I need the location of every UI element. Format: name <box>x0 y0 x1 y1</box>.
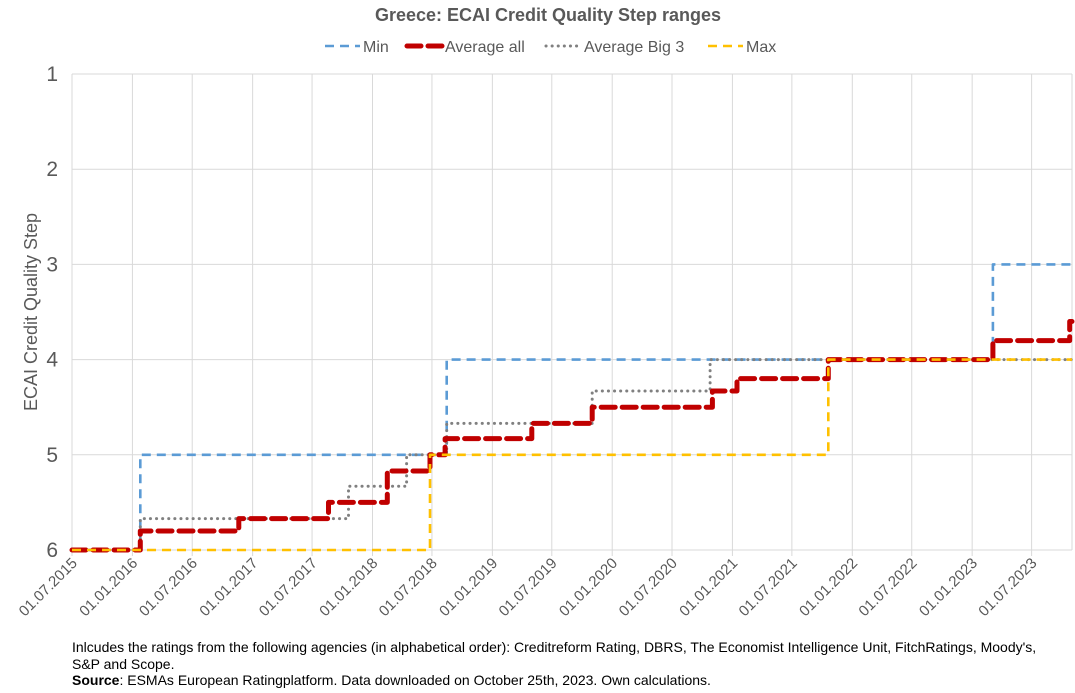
source-label: Source <box>72 672 120 688</box>
y-tick-label: 4 <box>46 349 58 372</box>
legend: Min Average all Average Big 3 Max <box>325 39 776 56</box>
x-tick-label: 01.01.2022 <box>796 555 861 620</box>
x-tick-label: 01.01.2023 <box>916 555 981 620</box>
grid <box>71 73 1073 556</box>
footer-source: Source: ESMAs European Ratingplatform. D… <box>72 672 1062 689</box>
x-axis-ticks: 01.07.201501.01.201601.07.201601.01.2017… <box>16 555 1041 620</box>
source-text: : ESMAs European Ratingplatform. Data do… <box>119 672 711 688</box>
legend-label: Average all <box>445 39 525 56</box>
x-tick-label: 01.01.2016 <box>76 555 141 620</box>
y-tick-label: 5 <box>46 444 58 467</box>
y-tick-label: 3 <box>46 253 58 276</box>
x-tick-label: 01.07.2020 <box>616 555 681 620</box>
series-line-max <box>72 358 1072 552</box>
legend-label: Min <box>363 39 389 56</box>
legend-label: Average Big 3 <box>584 39 684 56</box>
y-axis-label: ECAI Credit Quality Step <box>21 213 41 411</box>
x-tick-label: 01.07.2019 <box>496 555 561 620</box>
legend-label: Max <box>746 39 776 56</box>
chart-title: Greece: ECAI Credit Quality Step ranges <box>375 5 721 25</box>
footer: Inlcudes the ratings from the following … <box>72 639 1062 689</box>
x-tick-label: 01.07.2016 <box>136 555 201 620</box>
x-tick-label: 01.07.2017 <box>256 555 321 620</box>
x-tick-label: 01.01.2018 <box>316 555 381 620</box>
series-group <box>69 263 1075 553</box>
x-tick-label: 01.01.2017 <box>196 555 261 620</box>
x-tick-label: 01.07.2018 <box>376 555 441 620</box>
y-axis-ticks: 1 2 3 4 5 6 <box>46 63 58 562</box>
x-tick-label: 01.07.2015 <box>16 555 81 620</box>
chart: Greece: ECAI Credit Quality Step ranges … <box>16 5 1075 620</box>
y-tick-label: 6 <box>46 539 58 562</box>
series-line-min <box>72 263 1072 552</box>
y-tick-label: 1 <box>46 63 58 86</box>
x-tick-label: 01.07.2022 <box>855 555 920 620</box>
y-tick-label: 2 <box>46 158 58 181</box>
x-tick-label: 01.07.2021 <box>736 555 801 620</box>
series-line-average-all <box>69 319 1075 553</box>
x-tick-label: 01.01.2019 <box>436 555 501 620</box>
x-tick-label: 01.01.2021 <box>676 555 741 620</box>
x-tick-label: 01.07.2023 <box>975 555 1040 620</box>
footer-note: Inlcudes the ratings from the following … <box>72 639 1037 672</box>
x-tick-label: 01.01.2020 <box>556 555 621 620</box>
